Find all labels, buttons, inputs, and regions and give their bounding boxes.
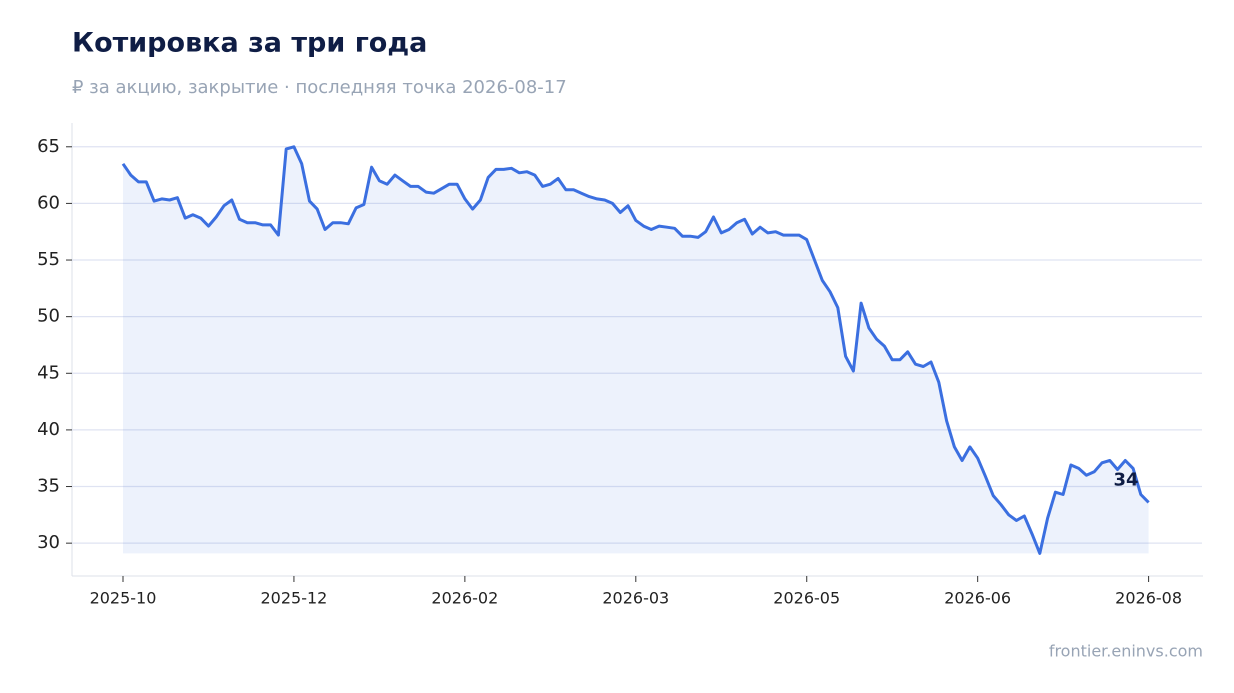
area: [123, 146, 1149, 554]
y-tick-label: 35: [37, 476, 60, 497]
x-tick-label: 2025-10: [90, 589, 157, 608]
y-tick-label: 30: [37, 532, 60, 553]
x-tick-label: 2025-12: [261, 589, 328, 608]
y-tick-label: 60: [37, 192, 60, 213]
y-tick-label: 40: [37, 419, 60, 440]
y-tick-label: 55: [37, 249, 60, 270]
x-tick-label: 2026-05: [773, 589, 840, 608]
x-tick-label: 2026-08: [1115, 589, 1182, 608]
chart-subtitle: ₽ за акцию, закрытие · последняя точка 2…: [72, 77, 567, 98]
y-tick-label: 65: [37, 136, 60, 157]
x-tick-label: 2026-06: [944, 589, 1011, 608]
y-tick-label: 45: [37, 362, 60, 383]
chart-title: Котировка за три года: [72, 28, 427, 59]
x-tick-label: 2026-03: [602, 589, 669, 608]
line: [121, 145, 1150, 555]
y-tick-label: 50: [37, 306, 60, 327]
source: frontier.eninvs.com: [1049, 642, 1203, 661]
value-label: 34: [1114, 469, 1139, 490]
x-tick-label: 2026-02: [431, 589, 498, 608]
